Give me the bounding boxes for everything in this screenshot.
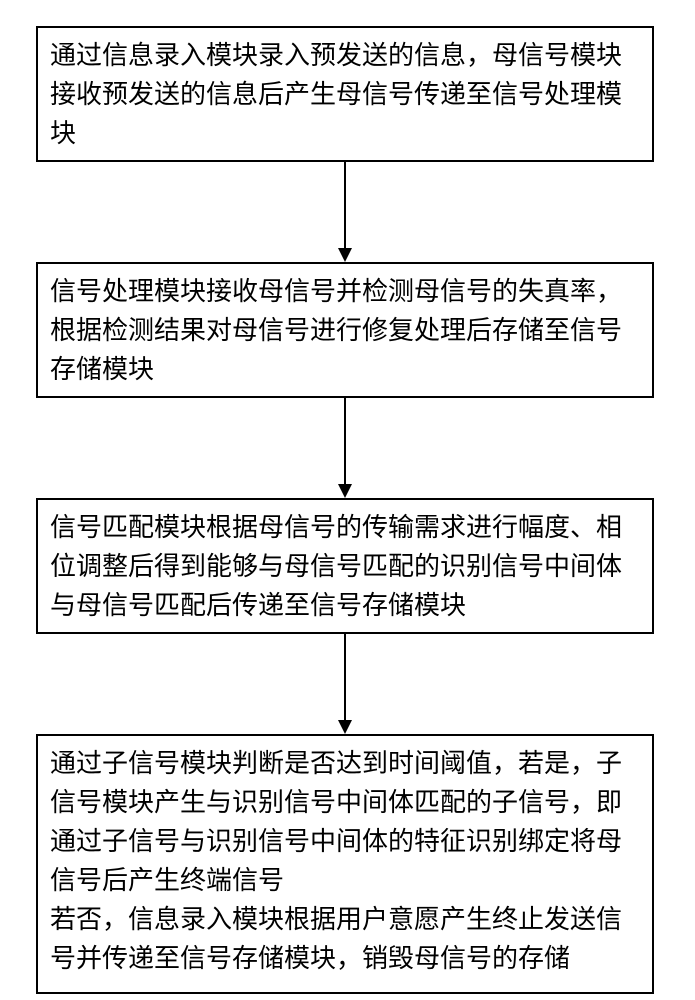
flowchart-arrow-line [344, 162, 346, 248]
flowchart-node-text: 信号匹配模块根据母信号的传输需求进行幅度、相位调整后得到能够与母信号匹配的识别信… [50, 508, 640, 625]
flowchart-arrow-line [344, 398, 346, 484]
flowchart-node-n1: 通过信息录入模块录入预发送的信息，母信号模块接收预发送的信息后产生母信号传递至信… [36, 26, 654, 162]
flowchart-node-n2: 信号处理模块接收母信号并检测母信号的失真率，根据检测结果对母信号进行修复处理后存… [36, 262, 654, 398]
flowchart-arrow-head [338, 720, 352, 734]
flowchart-arrow-head [338, 248, 352, 262]
flowchart-node-text: 通过信息录入模块录入预发送的信息，母信号模块接收预发送的信息后产生母信号传递至信… [50, 36, 640, 153]
flowchart-node-text: 若否，信息录入模块根据用户意愿产生终止发送信号并传递至信号存储模块，销毁母信号的… [50, 900, 640, 978]
flowchart-arrow-line [344, 634, 346, 720]
flowchart-node-n3: 信号匹配模块根据母信号的传输需求进行幅度、相位调整后得到能够与母信号匹配的识别信… [36, 498, 654, 634]
flowchart-node-n4: 通过子信号模块判断是否达到时间阈值，若是，子信号模块产生与识别信号中间体匹配的子… [36, 734, 654, 994]
flowchart-node-text: 信号处理模块接收母信号并检测母信号的失真率，根据检测结果对母信号进行修复处理后存… [50, 272, 640, 389]
flowchart-node-text: 通过子信号模块判断是否达到时间阈值，若是，子信号模块产生与识别信号中间体匹配的子… [50, 744, 640, 900]
flowchart-arrow-head [338, 484, 352, 498]
